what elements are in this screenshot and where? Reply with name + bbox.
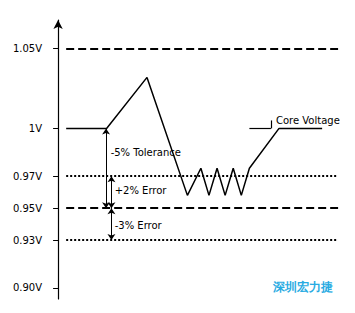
svg-text:0.93V: 0.93V <box>13 235 42 246</box>
svg-text:+2% Error: +2% Error <box>115 185 168 196</box>
svg-text:-5% Tolerance: -5% Tolerance <box>111 147 181 158</box>
svg-text:0.95V: 0.95V <box>13 203 42 214</box>
svg-text:0.97V: 0.97V <box>13 171 42 182</box>
svg-text:0.90V: 0.90V <box>13 282 42 293</box>
svg-text:Core Voltage: Core Voltage <box>276 115 340 126</box>
svg-text:深圳宏力捷: 深圳宏力捷 <box>272 280 333 294</box>
svg-text:1.05V: 1.05V <box>13 43 42 54</box>
svg-text:-3% Error: -3% Error <box>115 220 163 231</box>
svg-text:1V: 1V <box>29 123 42 134</box>
